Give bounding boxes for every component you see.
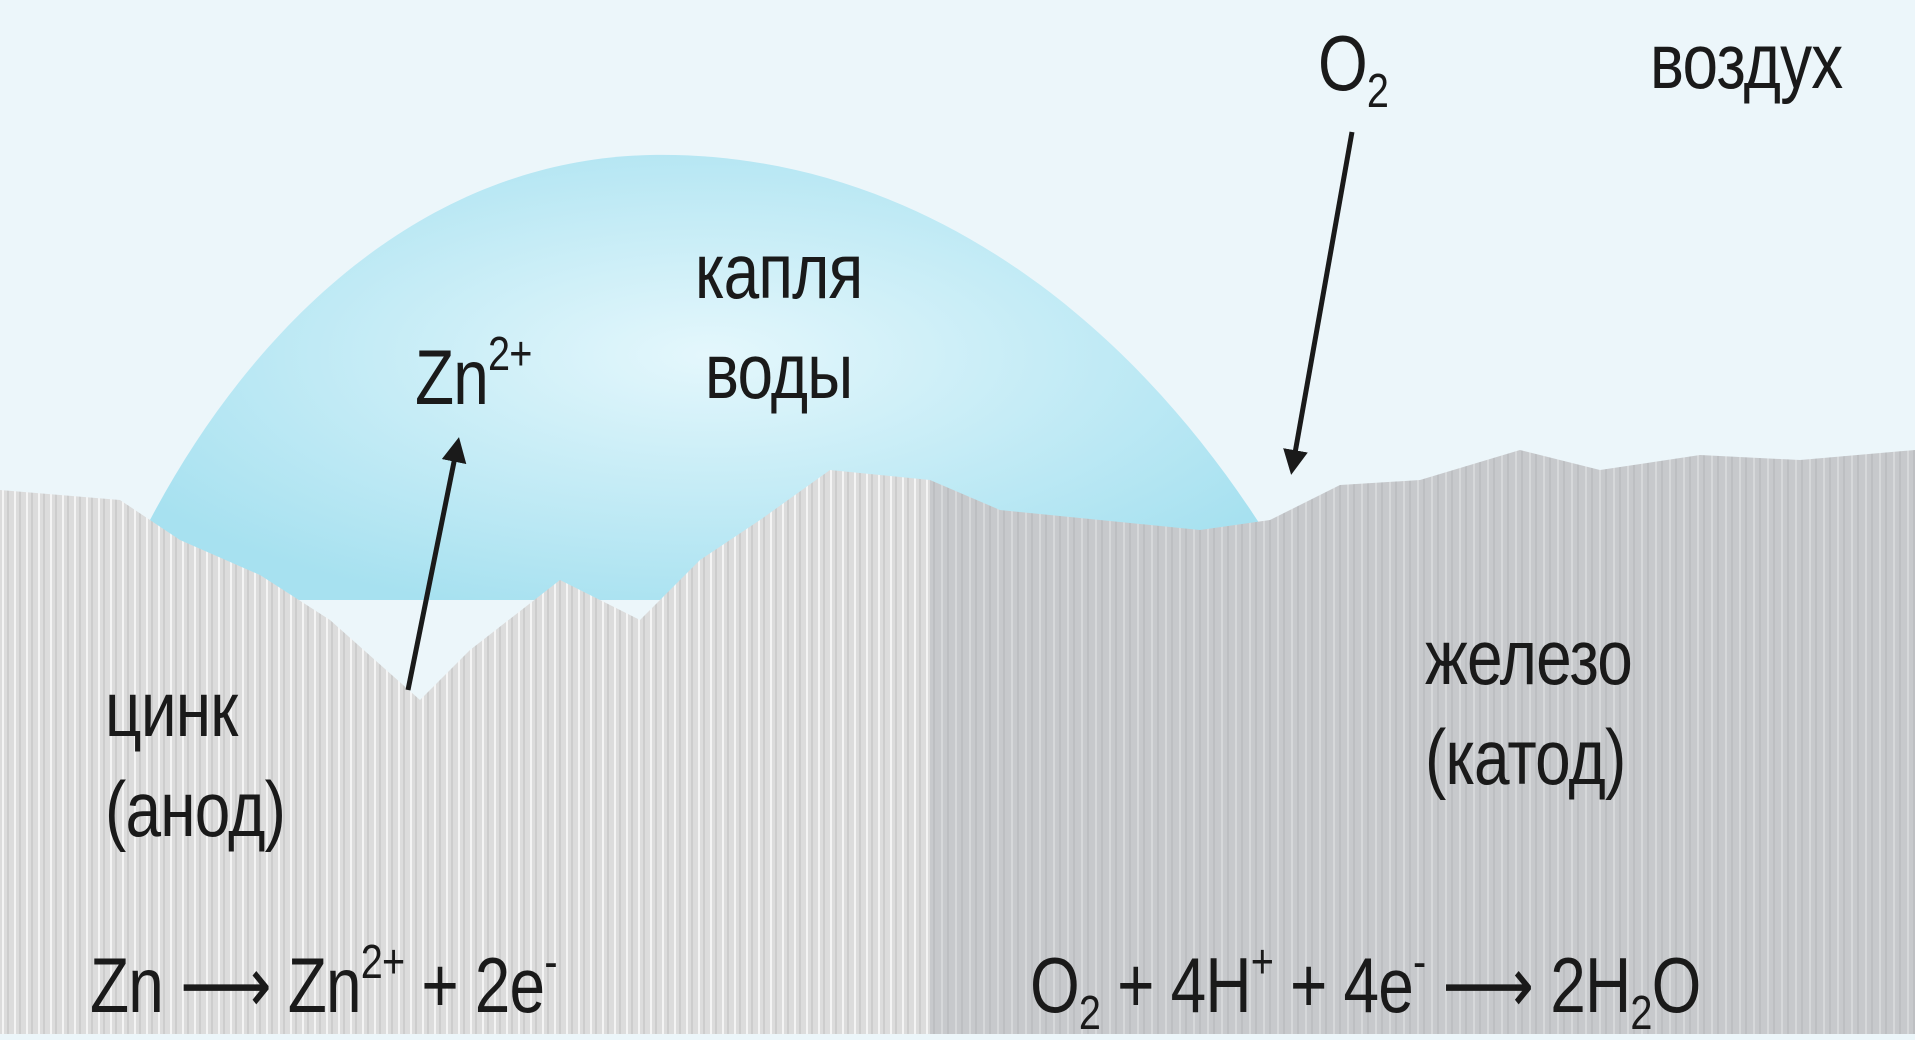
cathode-electrons: 4e <box>1343 941 1414 1029</box>
iron-cathode-label: железо (катод) <box>1425 613 1633 801</box>
cathode-reaction: O2 + 4H+ + 4e- ⟶ 2H2O <box>1030 938 1701 1037</box>
cathode-water-h: 2H <box>1550 941 1631 1029</box>
zinc-anode-label-line1: цинк <box>105 665 238 753</box>
oxygen-label: O2 <box>1318 24 1389 115</box>
cathode-plus-1: + <box>1117 941 1154 1029</box>
oxygen-arrow <box>1283 131 1355 475</box>
anode-arrow: ⟶ <box>179 941 272 1029</box>
anode-electron-charge: - <box>544 935 557 990</box>
cathode-hydrogen-charge: + <box>1250 935 1274 990</box>
oxygen-base: O <box>1318 19 1368 107</box>
anode-reaction: Zn ⟶ Zn2+ + 2e- <box>90 938 558 1024</box>
anode-reactant: Zn <box>90 941 164 1029</box>
cathode-water-o: O <box>1651 941 1702 1029</box>
iron-cathode <box>930 450 1915 1034</box>
air-label: воздух <box>1650 17 1843 105</box>
cathode-arrow: ⟶ <box>1442 941 1534 1029</box>
water-drop-label: капля воды <box>695 227 863 415</box>
oxygen-subscript: 2 <box>1366 63 1389 118</box>
water-drop-label-line2: воды <box>705 327 853 415</box>
anode-product: Zn <box>287 941 362 1029</box>
zinc-anode-label: цинк (анод) <box>105 665 286 853</box>
cathode-hydrogen: 4H <box>1170 941 1252 1029</box>
anode-electrons: 2e <box>474 941 545 1029</box>
cathode-plus-2: + <box>1290 941 1327 1029</box>
water-drop <box>150 154 1270 600</box>
zinc-anode <box>0 470 930 1034</box>
zinc-anode-label-line2: (анод) <box>105 765 286 853</box>
anode-plus: + <box>421 941 458 1029</box>
zinc-ion-base: Zn <box>415 333 489 421</box>
iron-cathode-label-line1: железо <box>1425 613 1633 701</box>
cathode-water-subscript: 2 <box>1630 985 1652 1040</box>
zinc-ion-arrow <box>405 437 467 691</box>
cathode-oxygen: O <box>1030 941 1080 1029</box>
zinc-ion-label: Zn2+ <box>415 330 532 416</box>
iron-cathode-label-line2: (катод) <box>1425 713 1626 801</box>
zinc-ion-charge: 2+ <box>488 327 532 382</box>
cathode-oxygen-subscript: 2 <box>1078 985 1101 1040</box>
anode-product-charge: 2+ <box>360 935 405 990</box>
water-drop-label-line1: капля <box>695 227 863 315</box>
cathode-electron-charge: - <box>1413 935 1426 990</box>
